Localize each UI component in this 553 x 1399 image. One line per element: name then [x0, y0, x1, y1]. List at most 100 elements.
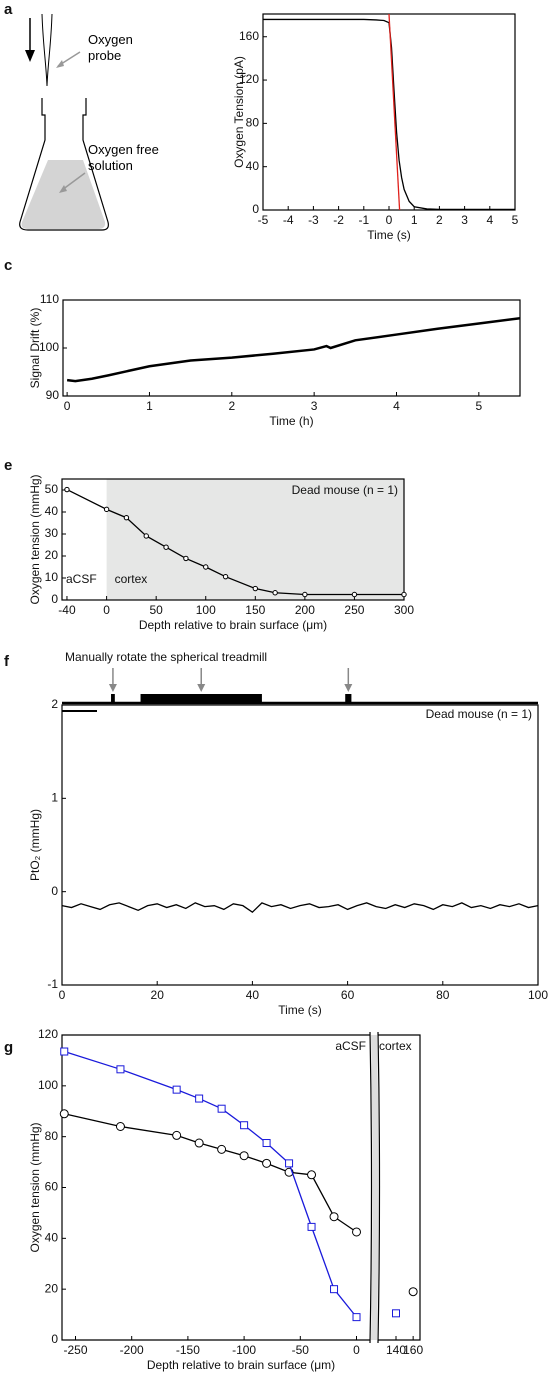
- x-tick-label: -1: [358, 213, 369, 227]
- panel-label: g: [4, 1039, 13, 1056]
- annotation: aCSF: [335, 1039, 366, 1053]
- event-arrow-head: [197, 684, 206, 692]
- panel-label: e: [4, 457, 12, 474]
- x-tick-label: 140: [386, 1343, 406, 1357]
- panel-label: c: [4, 257, 12, 274]
- y-tick-label: 1: [51, 791, 58, 805]
- x-tick-label: -200: [120, 1343, 144, 1357]
- data-marker: [64, 486, 70, 493]
- data-line: [388, 13, 401, 211]
- y-tick-label: 120: [239, 72, 259, 86]
- x-tick-label: 0: [103, 603, 110, 617]
- data-marker: [217, 1144, 227, 1154]
- x-tick-label: 80: [436, 988, 450, 1002]
- annotation: aCSF: [66, 572, 97, 586]
- x-tick-label: 60: [341, 988, 355, 1002]
- data-marker: [163, 544, 169, 550]
- y-tick-label: 0: [51, 884, 58, 898]
- axis-frame: [61, 1034, 370, 1341]
- x-axis-label: Time (s): [367, 228, 411, 242]
- y-tick-label: 0: [252, 202, 259, 216]
- axis-break-fill: [371, 1035, 379, 1340]
- data-marker: [123, 515, 130, 521]
- data-marker: [285, 1159, 294, 1168]
- x-tick-label: 160: [403, 1343, 423, 1357]
- x-tick-label: 3: [311, 399, 318, 413]
- data-marker: [116, 1065, 125, 1074]
- data-marker: [103, 506, 110, 513]
- data-marker: [408, 1287, 418, 1297]
- axis-frame: [61, 478, 405, 601]
- data-marker: [222, 573, 229, 580]
- y-tick-label: 100: [39, 340, 59, 354]
- data-marker: [183, 555, 189, 562]
- x-tick-label: 5: [512, 213, 519, 227]
- x-tick-label: 0: [64, 399, 71, 413]
- data-marker: [240, 1121, 249, 1130]
- data-marker: [352, 1227, 362, 1237]
- annotation: cortex: [115, 572, 148, 586]
- data-marker: [239, 1151, 249, 1161]
- y-tick-label: 2: [51, 697, 58, 711]
- x-tick-label: 1: [411, 213, 418, 227]
- x-tick-label: 5: [475, 399, 482, 413]
- y-tick-label: 20: [45, 1281, 59, 1295]
- x-tick-label: 0: [386, 213, 393, 227]
- shaded-region: [106, 479, 404, 600]
- y-tick-label: 0: [51, 592, 58, 606]
- axis-break: [369, 1031, 381, 1344]
- y-tick-label: 40: [45, 504, 59, 518]
- data-marker: [195, 1094, 204, 1103]
- annotation: Dead mouse (n = 1): [426, 707, 532, 721]
- data-marker: [352, 1313, 361, 1322]
- x-tick-label: -3: [308, 213, 319, 227]
- y-tick-label: -1: [47, 977, 58, 991]
- data-marker: [351, 591, 358, 598]
- y-tick-label: 100: [38, 1078, 58, 1092]
- y-tick-label: 40: [45, 1231, 59, 1245]
- x-tick-label: 4: [393, 399, 400, 413]
- y-axis-label: PtO₂ (mmHg): [28, 809, 42, 881]
- x-tick-label: 3: [461, 213, 468, 227]
- y-tick-label: 10: [45, 570, 59, 584]
- x-tick-label: 150: [245, 603, 265, 617]
- data-marker: [115, 1122, 125, 1131]
- data-marker: [401, 591, 407, 598]
- axis-frame: [61, 704, 539, 986]
- annotation: Dead mouse (n = 1): [292, 483, 398, 497]
- x-tick-label: 1: [146, 399, 153, 413]
- y-tick-label: 40: [246, 159, 260, 173]
- data-line: [66, 317, 521, 383]
- data-line: [263, 18, 515, 211]
- axis-frame: [262, 13, 516, 211]
- data-marker: [307, 1222, 316, 1231]
- y-tick-label: 110: [40, 292, 59, 306]
- data-marker: [59, 1109, 69, 1119]
- y-tick-label: 120: [38, 1027, 58, 1041]
- y-tick-label: 30: [45, 526, 59, 540]
- y-axis-label: Oxygen tension (mmHg): [28, 474, 42, 604]
- diagram: Oxygen probe Oxygen free solution: [19, 13, 159, 231]
- x-tick-label: -40: [58, 603, 76, 617]
- data-marker: [392, 1309, 400, 1318]
- data-marker: [262, 1139, 271, 1148]
- x-tick-label: 100: [196, 603, 216, 617]
- x-axis-label: Depth relative to brain surface (μm): [139, 618, 327, 632]
- x-axis-label: Time (h): [269, 414, 313, 428]
- event-bar: [140, 694, 262, 703]
- x-tick-label: -250: [63, 1343, 87, 1357]
- data-marker: [172, 1130, 182, 1140]
- data-marker: [330, 1285, 339, 1294]
- x-tick-label: 0: [59, 988, 66, 1002]
- x-tick-label: 20: [151, 988, 165, 1002]
- y-tick-label: 20: [45, 548, 59, 562]
- x-axis-label: Depth relative to brain surface (μm): [147, 1358, 335, 1372]
- y-tick-label: 50: [45, 482, 59, 496]
- axis-frame: [62, 299, 521, 397]
- solution-label: Oxygen free solution: [88, 142, 159, 173]
- y-axis-label: Oxygen tension (mmHg): [28, 1122, 42, 1252]
- x-axis-label: Time (s): [278, 1003, 322, 1017]
- x-tick-label: -100: [232, 1343, 256, 1357]
- y-tick-label: 60: [45, 1180, 59, 1194]
- data-marker: [194, 1138, 204, 1148]
